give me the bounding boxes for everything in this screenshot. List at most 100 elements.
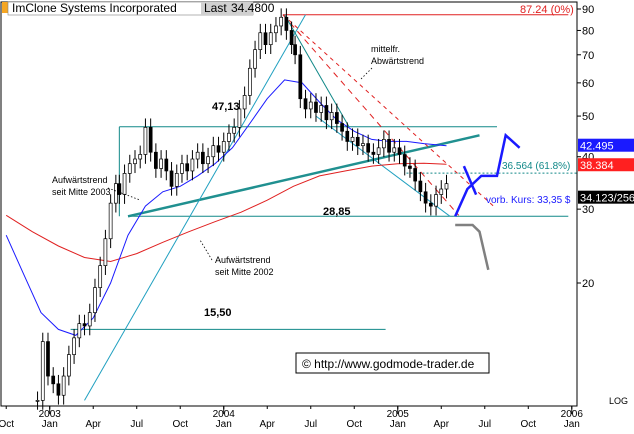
x-tick-label: Oct [520, 419, 536, 429]
price-series [35, 8, 449, 410]
copyright-text: © http://www.godmode-trader.de [302, 357, 475, 371]
price-candle [185, 163, 190, 172]
price-badge-text: 34.123/256 [580, 193, 634, 205]
price-candle [408, 165, 412, 169]
price-candle [169, 170, 174, 187]
price-candle [381, 139, 386, 149]
price-candle [201, 151, 205, 165]
x-tick-label: Jan [216, 419, 232, 429]
price-candle [61, 375, 66, 396]
price-badge-text: 42.495 [580, 141, 614, 153]
price-candle [298, 54, 303, 100]
price-candle [35, 400, 40, 402]
year-label: 2003 [39, 409, 62, 420]
x-tick-label: Apr [85, 419, 101, 429]
uptrend-2003 [127, 134, 480, 218]
vorb-label: vorb. Kurs: 33,35 $ [486, 195, 571, 206]
downtrend-channel [315, 115, 451, 217]
y-tick-label: 50 [582, 111, 594, 123]
price-candle [93, 287, 97, 313]
projection-layer [454, 132, 521, 271]
price-candle [133, 158, 137, 165]
price-candle [242, 95, 247, 110]
level-47-label: 47,13 [212, 101, 240, 113]
price-badge [578, 158, 634, 172]
price-candle [190, 158, 195, 172]
price-candle [221, 141, 226, 153]
y-tick-label: 30 [582, 204, 594, 216]
price-candle [324, 105, 329, 121]
price-candle [289, 30, 294, 46]
price-candle [371, 151, 376, 155]
price-candle [98, 265, 103, 288]
downtrend-mid [282, 14, 460, 216]
price-candle [51, 375, 56, 385]
price-candle [206, 156, 210, 165]
max-label: 87.24 (0%) [520, 4, 574, 16]
price-candle [211, 145, 216, 158]
price-badge [578, 138, 634, 152]
price-candle [159, 158, 163, 169]
price-candle [274, 25, 278, 34]
price-candle [303, 98, 308, 110]
price-candle [345, 130, 350, 142]
price-candle [418, 180, 423, 193]
uptrend-2003-label-2: seit Mitte 2003 [52, 187, 111, 197]
price-candle [335, 112, 339, 124]
price-candle [434, 194, 438, 207]
log-label: LOG [609, 396, 628, 406]
price-candle [122, 173, 127, 195]
price-candle [195, 151, 200, 160]
price-candle [180, 163, 184, 174]
projection-blue-path [454, 132, 521, 217]
title-box: ImClone Systems Incorporated Last 34.480… [2, 1, 275, 16]
price-candle [376, 147, 381, 155]
last-label: Last [204, 1, 227, 15]
x-tick-label: Jan [390, 419, 406, 429]
price-candle [56, 383, 61, 396]
x-tick-label: Jan [564, 419, 580, 429]
price-candle [319, 105, 324, 113]
year-label: 2005 [387, 409, 410, 420]
price-candle [46, 341, 50, 377]
price-candle [108, 202, 113, 240]
company-name: ImClone Systems Incorporated [12, 1, 177, 15]
price-candle [258, 32, 263, 51]
price-candle [148, 126, 153, 153]
price-candle [114, 183, 118, 204]
price-candle [402, 154, 407, 167]
price-candle [444, 183, 449, 190]
price-candle [164, 158, 169, 172]
price-candle [154, 151, 158, 169]
x-tick-label: Oct [346, 419, 362, 429]
downtrend-label-1: mittelfr. [371, 44, 400, 54]
x-tick-label: Jan [42, 419, 58, 429]
price-badge [578, 190, 634, 204]
projection-blue-path-2 [462, 165, 478, 196]
price-candle [428, 202, 433, 207]
price-candle [340, 123, 344, 132]
price-candle [72, 337, 76, 355]
price-candle [253, 49, 257, 69]
price-candle [138, 154, 143, 160]
y-tick-label: 70 [582, 50, 594, 62]
price-candle [329, 112, 334, 121]
level-15-label: 15,50 [204, 307, 232, 319]
price-badges: 42.495 38.384 34.123/256 [578, 138, 634, 205]
price-candle [361, 143, 365, 147]
x-tick-label: Apr [433, 419, 449, 429]
y-tick-label: 60 [582, 78, 594, 90]
price-candle [82, 323, 87, 327]
price-candle [308, 101, 313, 110]
leader-lines [107, 67, 373, 261]
projection-gray-path [455, 223, 490, 271]
x-tick-label: Jul [304, 419, 317, 429]
price-candle [392, 147, 397, 153]
open-box-upper [284, 14, 350, 128]
lines-layer [70, 14, 577, 401]
level-28-label: 28,85 [323, 206, 351, 218]
price-candle [413, 168, 418, 182]
price-candle [284, 16, 289, 31]
